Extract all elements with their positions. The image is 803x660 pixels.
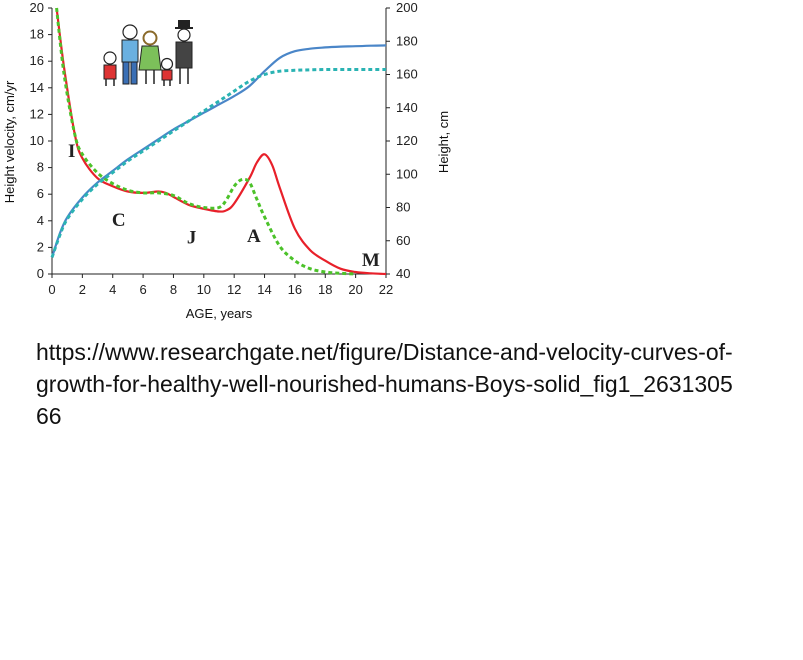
source-caption: https://www.researchgate.net/figure/Dist… xyxy=(36,339,733,429)
x-tick-label: 22 xyxy=(379,282,393,297)
left-tick-label: 18 xyxy=(30,27,44,42)
series-line-girls xyxy=(55,7,356,276)
x-tick-label: 16 xyxy=(288,282,302,297)
right-axis-label: Height, cm xyxy=(436,111,451,173)
x-axis-ticks: 0 2 4 6 8 10 12 14 16 18 20 22 xyxy=(48,274,393,297)
right-tick-label: 120 xyxy=(396,133,418,148)
phase-label: I xyxy=(68,141,75,162)
child-figure-2 xyxy=(160,57,174,86)
x-tick-label: 14 xyxy=(257,282,271,297)
right-tick-label: 80 xyxy=(396,200,410,215)
series-line-boys xyxy=(55,7,387,276)
right-tick-label: 60 xyxy=(396,233,410,248)
series-line-girls-height xyxy=(50,68,386,258)
right-tick-label: 200 xyxy=(396,0,418,15)
left-tick-label: 12 xyxy=(30,106,44,121)
left-axis-label: Height velocity, cm/yr xyxy=(2,80,17,203)
left-tick-label: 14 xyxy=(30,80,44,95)
phase-label: A xyxy=(247,226,261,247)
x-tick-label: 12 xyxy=(227,282,241,297)
phase-label: J xyxy=(187,227,197,248)
phase-label: C xyxy=(112,210,126,231)
right-tick-label: 40 xyxy=(396,266,410,281)
child-figure-1 xyxy=(103,51,117,86)
x-tick-label: 10 xyxy=(197,282,211,297)
phase-annotations: I C J A M xyxy=(68,141,380,271)
phase-label: M xyxy=(362,250,380,271)
x-tick-label: 6 xyxy=(139,282,146,297)
series-group xyxy=(50,7,387,276)
left-axis-ticks: 0 2 4 6 8 10 12 14 16 18 20 xyxy=(30,0,52,281)
series-line-boys-height xyxy=(50,44,387,258)
x-tick-label: 18 xyxy=(318,282,332,297)
x-axis-label: AGE, years xyxy=(186,306,253,321)
right-tick-label: 180 xyxy=(396,33,418,48)
grandparent-figure xyxy=(175,20,193,84)
right-tick-label: 100 xyxy=(396,166,418,181)
x-tick-label: 4 xyxy=(109,282,116,297)
x-tick-label: 20 xyxy=(348,282,362,297)
right-tick-label: 140 xyxy=(396,100,418,115)
left-tick-label: 4 xyxy=(37,213,44,228)
left-tick-label: 8 xyxy=(37,160,44,175)
left-tick-label: 20 xyxy=(30,0,44,15)
left-tick-label: 16 xyxy=(30,53,44,68)
left-tick-label: 0 xyxy=(37,266,44,281)
mother-figure xyxy=(138,30,162,84)
left-tick-label: 6 xyxy=(37,186,44,201)
family-illustration xyxy=(103,20,193,86)
axes-frame xyxy=(51,8,387,275)
x-tick-label: 2 xyxy=(79,282,86,297)
x-tick-label: 8 xyxy=(170,282,177,297)
left-tick-label: 2 xyxy=(37,239,44,254)
father-figure xyxy=(121,24,139,85)
right-axis-ticks: 40 60 80 100 120 140 160 180 200 xyxy=(386,0,418,281)
right-tick-label: 160 xyxy=(396,67,418,82)
left-tick-label: 10 xyxy=(30,133,44,148)
x-tick-label: 0 xyxy=(48,282,55,297)
